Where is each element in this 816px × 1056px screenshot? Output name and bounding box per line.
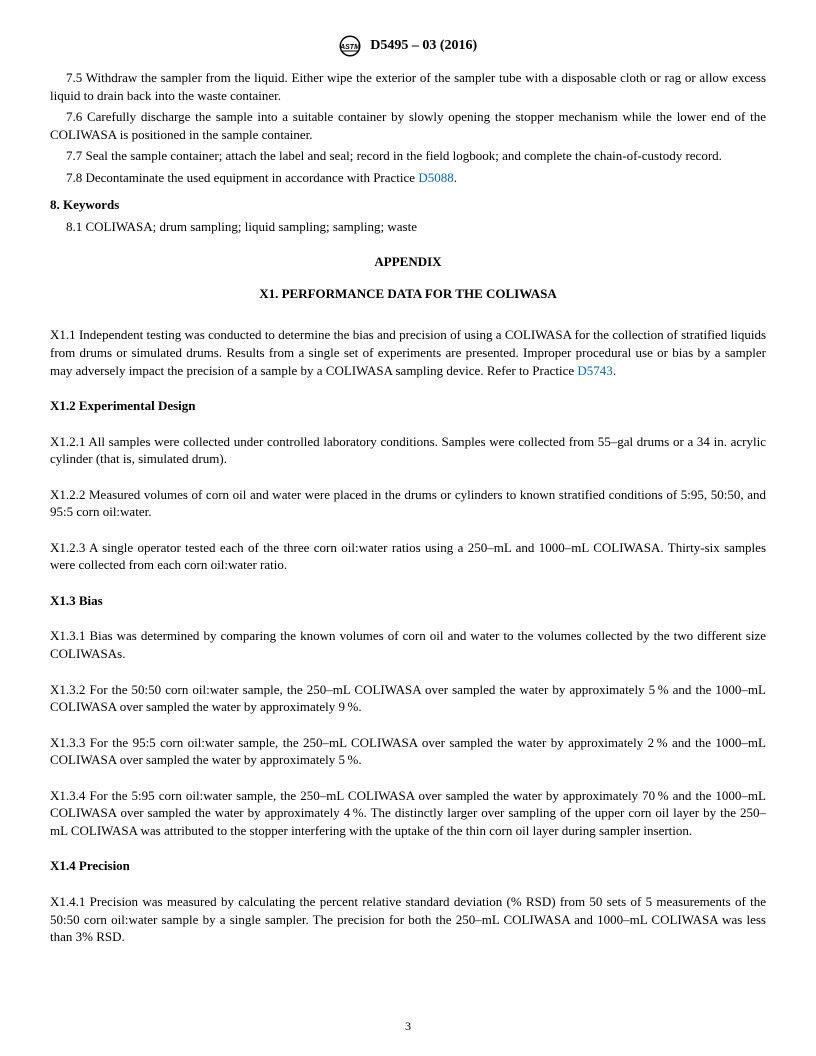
page-number: 3 (0, 1018, 816, 1034)
para-7-8: 7.8 Decontaminate the used equipment in … (50, 169, 766, 187)
para-7-8-pre: 7.8 Decontaminate the used equipment in … (66, 170, 418, 185)
para-7-5: 7.5 Withdraw the sampler from the liquid… (50, 69, 766, 104)
para-x1-3-3: X1.3.3 For the 95:5 corn oil:water sampl… (50, 734, 766, 769)
para-7-7: 7.7 Seal the sample container; attach th… (50, 147, 766, 165)
para-x1-4-1: X1.4.1 Precision was measured by calcula… (50, 893, 766, 946)
link-d5088[interactable]: D5088 (418, 170, 453, 185)
para-x1-3-1: X1.3.1 Bias was determined by comparing … (50, 627, 766, 662)
appendix-title: APPENDIX (50, 253, 766, 271)
page-header: ASTM D5495 – 03 (2016) (50, 35, 766, 57)
heading-x1-3: X1.3 Bias (50, 592, 766, 610)
para-x1-2-2: X1.2.2 Measured volumes of corn oil and … (50, 486, 766, 521)
para-x1-3-4: X1.3.4 For the 5:95 corn oil:water sampl… (50, 787, 766, 840)
para-x1-2-1: X1.2.1 All samples were collected under … (50, 433, 766, 468)
document-id: D5495 – 03 (2016) (370, 37, 477, 56)
para-x1-1-post: . (613, 363, 616, 378)
astm-logo-icon: ASTM (339, 35, 361, 57)
para-7-8-post: . (454, 170, 457, 185)
heading-x1-4: X1.4 Precision (50, 857, 766, 875)
para-x1-1-pre: X1.1 Independent testing was conducted t… (50, 327, 766, 377)
heading-x1-2: X1.2 Experimental Design (50, 397, 766, 415)
para-x1-1: X1.1 Independent testing was conducted t… (50, 326, 766, 379)
para-x1-2-3: X1.2.3 A single operator tested each of … (50, 539, 766, 574)
para-x1-3-2: X1.3.2 For the 50:50 corn oil:water samp… (50, 681, 766, 716)
appendix-subtitle: X1. PERFORMANCE DATA FOR THE COLIWASA (50, 285, 766, 303)
document-page: ASTM D5495 – 03 (2016) 7.5 Withdraw the … (0, 0, 816, 1056)
svg-text:ASTM: ASTM (339, 44, 360, 51)
heading-8-keywords: 8. Keywords (50, 196, 766, 214)
para-7-6: 7.6 Carefully discharge the sample into … (50, 108, 766, 143)
para-8-1: 8.1 COLIWASA; drum sampling; liquid samp… (50, 218, 766, 236)
link-d5743[interactable]: D5743 (577, 363, 612, 378)
